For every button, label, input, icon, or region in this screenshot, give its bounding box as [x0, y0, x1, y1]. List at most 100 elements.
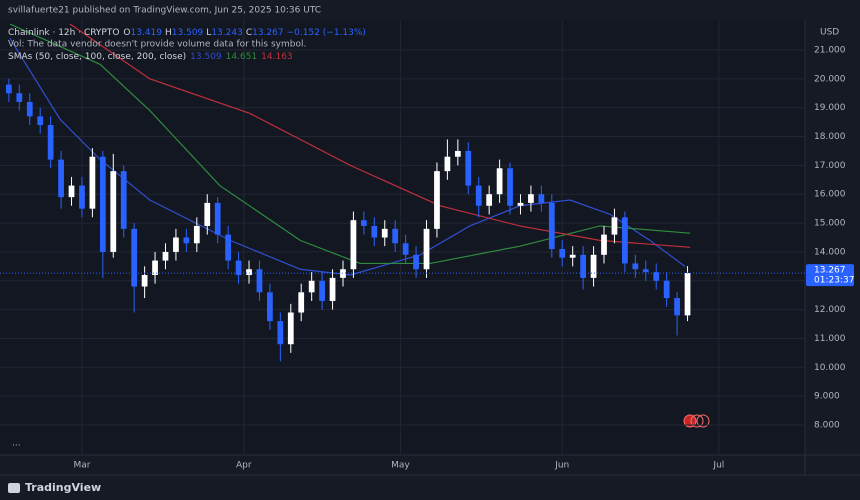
candle-body — [329, 277, 336, 301]
ohlc-value: 13.509 — [172, 28, 204, 38]
candle-body — [360, 220, 367, 226]
candle-body — [58, 159, 64, 198]
candle-body — [371, 225, 378, 238]
last-price-label: 13.267 — [814, 266, 846, 276]
ohlc-key: H — [165, 28, 172, 38]
candle-body — [287, 312, 294, 345]
candle-body — [663, 280, 670, 299]
candle-body — [496, 168, 503, 195]
x-tick-label: Jul — [712, 461, 724, 471]
candle-body — [193, 225, 200, 244]
sma-value: 14.651 — [226, 52, 258, 62]
candle-body — [580, 254, 587, 278]
event-icon[interactable] — [690, 414, 704, 428]
ohlc-key: O — [123, 28, 130, 38]
candle-body — [392, 228, 399, 244]
more-button[interactable]: ... — [12, 439, 21, 449]
change: −0.152 (−1.13%) — [287, 28, 366, 38]
candle-body — [548, 202, 555, 250]
last-price-tag — [806, 264, 854, 287]
volume-note: Vol: The data vendor doesn't provide vol… — [8, 40, 306, 50]
candle-body — [674, 298, 680, 316]
countdown: 01:23:37 — [814, 276, 854, 286]
candle-body — [642, 269, 649, 273]
y-tick-label: 18.000 — [814, 132, 846, 142]
y-tick-label: 9.000 — [814, 392, 840, 402]
candle-body — [120, 171, 127, 229]
candle-body — [110, 171, 117, 252]
published-note: svillafuerte21 published on TradingView.… — [8, 6, 321, 16]
candle-body — [225, 234, 232, 261]
brand-logo — [8, 483, 20, 493]
y-tick-label: 20.000 — [814, 74, 846, 84]
candle-body — [611, 217, 618, 235]
candle-body — [6, 84, 12, 94]
candle-body — [622, 217, 628, 264]
candle-body — [475, 185, 482, 206]
candle-body — [465, 150, 472, 186]
x-tick-label: Jun — [554, 461, 569, 471]
candle-body — [308, 280, 315, 293]
x-tick-label: May — [391, 461, 410, 471]
sma-legend: SMAs (50, close, 100, close, 200, close)… — [8, 52, 293, 62]
candle-body — [37, 116, 44, 125]
candle-body — [601, 234, 607, 255]
candle-body — [256, 269, 263, 293]
candle-body — [131, 228, 138, 287]
candle-body — [517, 202, 524, 206]
sma-line — [69, 23, 691, 248]
candle-body — [381, 228, 388, 238]
candle-body — [319, 280, 325, 301]
y-tick-label: 10.000 — [814, 363, 846, 373]
candle-body — [559, 249, 566, 258]
candle-body — [26, 101, 33, 117]
candle-body — [162, 251, 169, 261]
candle-body — [528, 194, 534, 203]
candle-body — [486, 194, 493, 206]
candle-body — [267, 292, 273, 322]
candle-body — [413, 254, 419, 270]
event-icon[interactable] — [683, 414, 697, 428]
candle-body — [632, 263, 639, 270]
candle-body — [183, 237, 190, 244]
brand: TradingView — [25, 481, 101, 494]
y-tick-label: 21.000 — [814, 46, 846, 56]
sma-label: SMAs (50, close, 100, close, 200, close) — [8, 52, 186, 62]
event-icon[interactable] — [696, 414, 710, 428]
x-tick-label: Mar — [73, 461, 90, 471]
candle-body — [173, 237, 179, 252]
plot-area — [0, 20, 805, 455]
candle-body — [68, 185, 75, 198]
candle-body — [569, 254, 576, 258]
candle-body — [653, 272, 660, 281]
y-tick-label: 11.000 — [814, 334, 846, 344]
candle-body — [89, 156, 96, 209]
ohlc-value: 13.419 — [131, 28, 163, 38]
candle-body — [454, 150, 461, 157]
ohlc-value: 13.267 — [252, 28, 284, 38]
candle-body — [684, 273, 691, 316]
candle-body — [204, 202, 211, 226]
ohlc-key: C — [246, 28, 252, 38]
candle-body — [434, 171, 440, 229]
candle-body — [402, 243, 409, 255]
symbol-legend: Chainlink · 12h · CRYPTO O13.419 H13.509 L1… — [8, 28, 366, 38]
candle-body — [350, 220, 357, 270]
candle-body — [152, 260, 158, 275]
ohlc-key: L — [206, 28, 211, 38]
sma-line — [9, 23, 691, 265]
currency: USD — [820, 28, 839, 38]
candle-body — [246, 269, 252, 275]
y-tick-label: 14.000 — [814, 247, 846, 257]
y-tick-label: 17.000 — [814, 161, 846, 171]
candle-body — [16, 93, 23, 102]
y-tick-label: 8.000 — [814, 421, 840, 431]
candle-body — [507, 168, 513, 206]
candle-body — [298, 292, 305, 313]
sma-value: 13.509 — [190, 52, 222, 62]
candle-body — [277, 321, 284, 345]
candle-body — [141, 275, 148, 287]
sma-value: 14.163 — [261, 52, 293, 62]
